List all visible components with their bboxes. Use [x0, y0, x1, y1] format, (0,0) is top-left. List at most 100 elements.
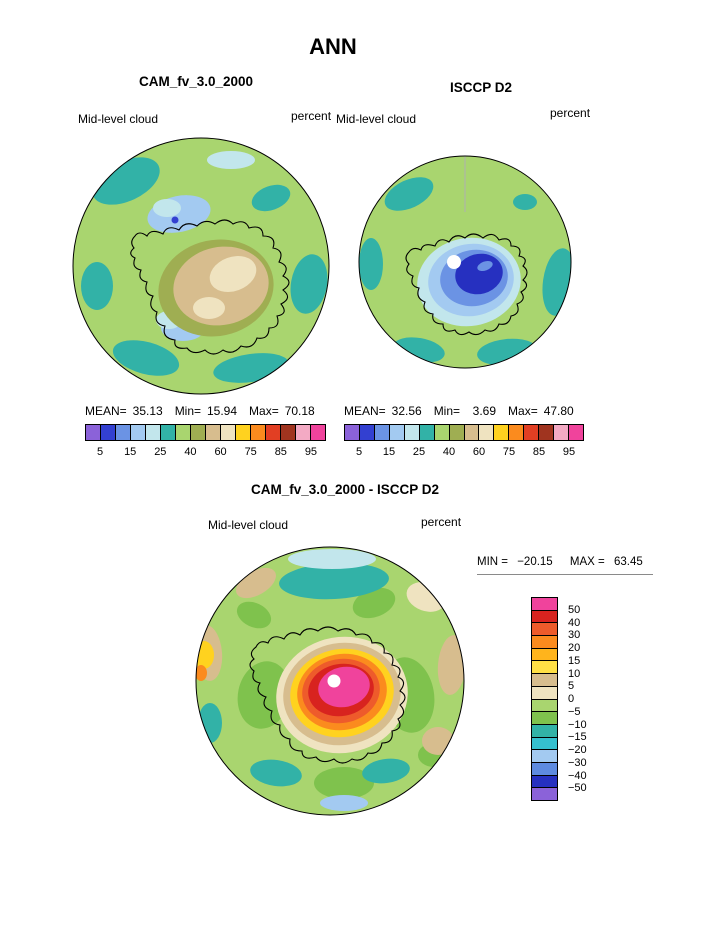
colorbar-tick: 40	[184, 446, 197, 458]
colorbar-tick: 50	[568, 603, 581, 616]
colorbar-cell	[404, 425, 420, 440]
diff-min-label: MIN =	[477, 556, 508, 568]
colorbar-cell	[532, 712, 557, 725]
colorbar-tick: 5	[355, 446, 363, 458]
colorbar-cell	[532, 788, 557, 800]
colorbar-cell	[296, 425, 311, 440]
map-boundary-circle	[195, 546, 465, 816]
colorbar-tick: 40	[442, 446, 456, 458]
colorbar-tick: 95	[304, 446, 318, 458]
colorbar-cell	[191, 425, 206, 440]
mean-value: 32.56	[391, 404, 422, 418]
colorbar-cell	[532, 737, 557, 751]
min-value: 3.69	[472, 404, 497, 418]
max-label: Max=	[249, 404, 279, 418]
colorbar-cell	[524, 425, 540, 440]
colorbar-cell	[116, 425, 131, 440]
colorbar-cell	[206, 425, 221, 440]
colorbar-tick: −40	[568, 769, 587, 782]
missing-data-dot	[327, 674, 341, 688]
colorbar-cell	[251, 425, 266, 440]
colorbar-cell	[532, 750, 557, 763]
colorbar-cell	[389, 425, 405, 440]
min-value: 15.94	[207, 404, 238, 418]
teal-regions	[198, 549, 410, 811]
map-boundary-circle	[358, 155, 572, 369]
isccp-panel-title: ISCCP D2	[449, 80, 513, 95]
diff-field-label: Mid-level cloud	[208, 518, 289, 532]
orange-edge-spot	[196, 665, 207, 681]
colorbar-cell	[434, 425, 450, 440]
mean-value: 35.13	[132, 404, 163, 418]
diff-max-value: 63.45	[613, 556, 643, 568]
colorbar-cell	[146, 425, 161, 440]
mean-label: MEAN=	[85, 404, 127, 418]
cam-units-label: percent	[291, 109, 332, 123]
colorbar-tick: 40	[568, 616, 581, 629]
colorbar-cell	[131, 425, 146, 440]
colorbar-tick: 10	[568, 667, 581, 680]
colorbar-cell	[539, 425, 555, 440]
colorbar-tick: 75	[502, 446, 516, 458]
diff-units-label: percent	[421, 515, 462, 529]
isccp-polar-map	[358, 155, 572, 369]
colorbar-tick: 60	[472, 446, 486, 458]
colorbar-cell	[532, 686, 557, 700]
map-boundary-circle	[72, 137, 330, 395]
colorbar-cell	[532, 623, 557, 637]
isccp-stats-row: MEAN= 32.56 Min= 3.69 Max= 47.80	[344, 404, 574, 418]
cam-field-label: Mid-level cloud	[78, 112, 159, 126]
min-label: Min=	[433, 404, 461, 418]
isccp-field-label: Mid-level cloud	[336, 112, 417, 126]
colorbar-cell	[281, 425, 296, 440]
colorbar-tick: 60	[214, 446, 227, 458]
colorbar-tick: 95	[562, 446, 576, 458]
colorbar-tick: 75	[244, 446, 257, 458]
colorbar-tick: 15	[124, 446, 137, 458]
teal-regions	[359, 177, 571, 366]
colorbar-cell	[532, 648, 557, 662]
isccp-colorbar	[344, 424, 584, 441]
isccp-colorbar-ticks: 5 15 25 40 60 75 85 95	[344, 446, 584, 460]
colorbar-cell	[532, 699, 557, 713]
colorbar-cell	[161, 425, 176, 440]
positive-difference-bullseye	[276, 636, 408, 754]
diff-min-value: −20.15	[517, 556, 553, 568]
colorbar-tick: −30	[568, 756, 587, 769]
colorbar-cell	[532, 598, 557, 611]
colorbar-cell	[221, 425, 236, 440]
max-value: 70.18	[284, 404, 315, 418]
colorbar-cell	[532, 674, 557, 687]
cam-colorbar-ticks: 5 15 25 40 60 75 85 95	[85, 446, 326, 460]
colorbar-tick: −5	[568, 705, 581, 718]
colorbar-tick: −50	[568, 782, 587, 795]
colorbar-tick: 85	[274, 446, 287, 458]
colorbar-tick: 15	[382, 446, 396, 458]
max-value: 47.80	[543, 404, 574, 418]
cam-panel-title: CAM_fv_3.0_2000	[138, 74, 254, 89]
cam-map-layers	[73, 138, 329, 394]
teal-regions	[81, 157, 328, 383]
mean-label: MEAN=	[344, 404, 386, 418]
colorbar-cell	[449, 425, 465, 440]
colorbar-tick: 5	[97, 446, 104, 458]
colorbar-cell	[176, 425, 191, 440]
colorbar-tick: 85	[532, 446, 546, 458]
diff-colorbar	[531, 597, 558, 801]
diff-panel-title: CAM_fv_3.0_2000 - ISCCP D2	[250, 482, 440, 497]
colorbar-tick: −15	[568, 731, 587, 744]
cam-stats-row: MEAN= 35.13 Min= 15.94 Max= 70.18	[85, 404, 315, 418]
missing-data-dot	[447, 255, 461, 269]
min-label: Min=	[174, 404, 202, 418]
colorbar-cell	[532, 636, 557, 649]
interior-cloud-maximum	[158, 239, 274, 337]
colorbar-cell	[101, 425, 116, 440]
colorbar-tick: 25	[154, 446, 167, 458]
colorbar-cell	[532, 661, 557, 675]
diff-colorbar-wrap: 50 40 30 20 15 10 5 0 −5 −10 −15 −20 −30 −40 −50	[531, 597, 603, 801]
antarctica-outline	[405, 233, 528, 336]
colorbar-cell	[345, 425, 360, 440]
colorbar-cell	[509, 425, 525, 440]
isccp-map-layers	[359, 156, 571, 368]
